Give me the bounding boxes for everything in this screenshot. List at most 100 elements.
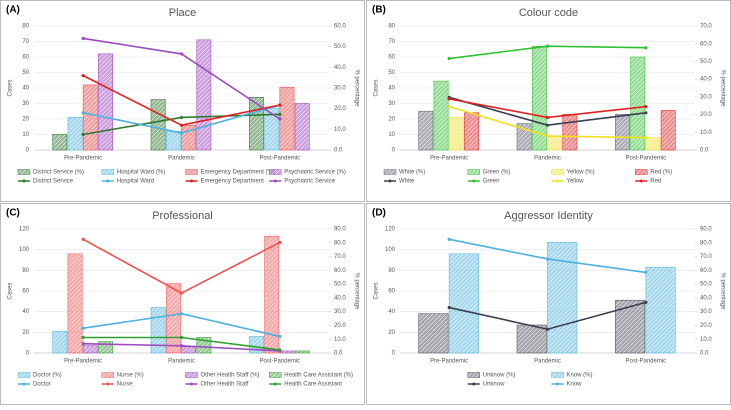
line-marker: [81, 342, 85, 346]
bar: [615, 299, 646, 354]
legend-label: Red (%): [650, 170, 672, 176]
x-tick-label: Pandemic: [534, 156, 561, 162]
legend-label: Health Care Assistant (%): [284, 373, 353, 379]
legend-swatch: [17, 169, 31, 175]
bar: [645, 137, 661, 151]
legend-swatch: [467, 169, 480, 175]
legend-label: Emergency Department (%): [201, 170, 275, 176]
panel-label: (A): [6, 5, 20, 16]
bar: [630, 56, 646, 151]
line: [82, 238, 281, 294]
y2-tick-label: 50.0: [700, 59, 712, 65]
bar: [98, 341, 113, 354]
y2-tick-label: 40.0: [700, 77, 712, 83]
bar: [516, 324, 547, 354]
legend-marker: [388, 179, 392, 183]
line-marker: [179, 131, 184, 135]
x-tick-label: Pre-Pandemic: [430, 156, 468, 162]
bar: [464, 112, 479, 151]
bar: [67, 117, 83, 151]
legend-label: District Service: [33, 179, 74, 185]
bar: [279, 86, 295, 151]
line-marker: [179, 123, 184, 127]
line-marker: [545, 44, 550, 48]
line-marker: [278, 348, 282, 352]
y2-tick-label: 0.0: [334, 148, 343, 154]
legend-marker: [273, 179, 277, 183]
legend-label: Doctor: [33, 382, 51, 388]
line-marker: [447, 97, 451, 101]
y2-tick-label: 90.0: [700, 227, 712, 233]
legend-swatch: [101, 372, 114, 378]
bar: [562, 114, 578, 151]
y-tick-label: 10: [22, 132, 29, 138]
y-tick-label: 70: [388, 39, 395, 45]
legend-swatch: [185, 372, 198, 378]
y2-tick-label: 20.0: [700, 323, 712, 329]
legend-label: Unknow: [483, 382, 505, 388]
legend-marker: [22, 179, 26, 183]
legend-label: Psychiatric Service (%): [284, 170, 346, 176]
legend-swatch: [635, 169, 648, 175]
legend-label: Green (%): [483, 170, 511, 176]
y-tick-label: 20: [388, 330, 395, 336]
line-marker: [278, 334, 282, 339]
y-tick-label: 40: [388, 86, 395, 92]
chart-title: Aggressor Identity: [504, 210, 593, 222]
legend-marker: [190, 382, 193, 386]
y-tick-label: 120: [385, 227, 396, 233]
y2-tick-label: 0.0: [334, 351, 343, 357]
y-tick-label: 0: [392, 148, 396, 154]
y-tick-label: 70: [22, 39, 29, 45]
bar: [82, 84, 98, 151]
line-marker: [179, 312, 184, 316]
bar: [547, 135, 563, 151]
legend-label: Nurse: [117, 382, 134, 388]
legend-marker: [639, 179, 643, 183]
legend-label: Other Health Staff: [201, 382, 249, 388]
x-tick-label: Post-Pandemic: [259, 156, 300, 162]
y-tick-label: 80: [22, 24, 29, 30]
line-marker: [545, 134, 550, 138]
bar: [418, 313, 449, 354]
y2-tick-label: 80.0: [700, 240, 712, 246]
bar: [660, 110, 676, 151]
bar: [181, 346, 197, 354]
y2-tick-label: 60.0: [334, 24, 346, 30]
legend-label: White (%): [399, 170, 425, 176]
panel-border: [0, 0, 365, 202]
x-tick-label: Post-Pandemic: [625, 156, 666, 162]
x-tick-label: Post-Pandemic: [259, 359, 300, 365]
y2-tick-label: 50.0: [334, 282, 346, 288]
y-axis-title: Cases: [374, 79, 380, 96]
y2-axis-title: % percentage: [719, 272, 725, 310]
line-marker: [81, 237, 85, 241]
y-tick-label: 10: [388, 132, 395, 138]
line: [83, 312, 281, 338]
legend-label: White: [399, 179, 415, 185]
y-tick-label: 80: [22, 268, 29, 274]
x-tick-label: Pandemic: [534, 359, 561, 365]
y2-tick-label: 80.0: [334, 240, 346, 246]
y2-tick-label: 60.0: [700, 268, 712, 274]
legend-swatch: [467, 372, 480, 378]
x-tick-label: Pandemic: [168, 359, 195, 365]
y-tick-label: 30: [388, 101, 395, 107]
legend-marker: [556, 179, 559, 183]
line-marker: [81, 326, 85, 330]
legend-swatch: [269, 169, 282, 175]
line-marker: [644, 105, 648, 109]
chart-title: Place: [169, 7, 197, 19]
bar: [448, 117, 464, 151]
line-marker: [447, 305, 451, 310]
x-tick-label: Pre-Pandemic: [430, 359, 468, 365]
bar: [294, 103, 310, 151]
y2-tick-label: 90.0: [334, 227, 346, 233]
line-marker: [644, 111, 648, 115]
y2-tick-label: 70.0: [334, 254, 346, 260]
bar: [52, 134, 68, 151]
bar: [82, 345, 98, 354]
y2-tick-label: 70.0: [700, 254, 712, 260]
panel-label: (B): [372, 5, 386, 16]
